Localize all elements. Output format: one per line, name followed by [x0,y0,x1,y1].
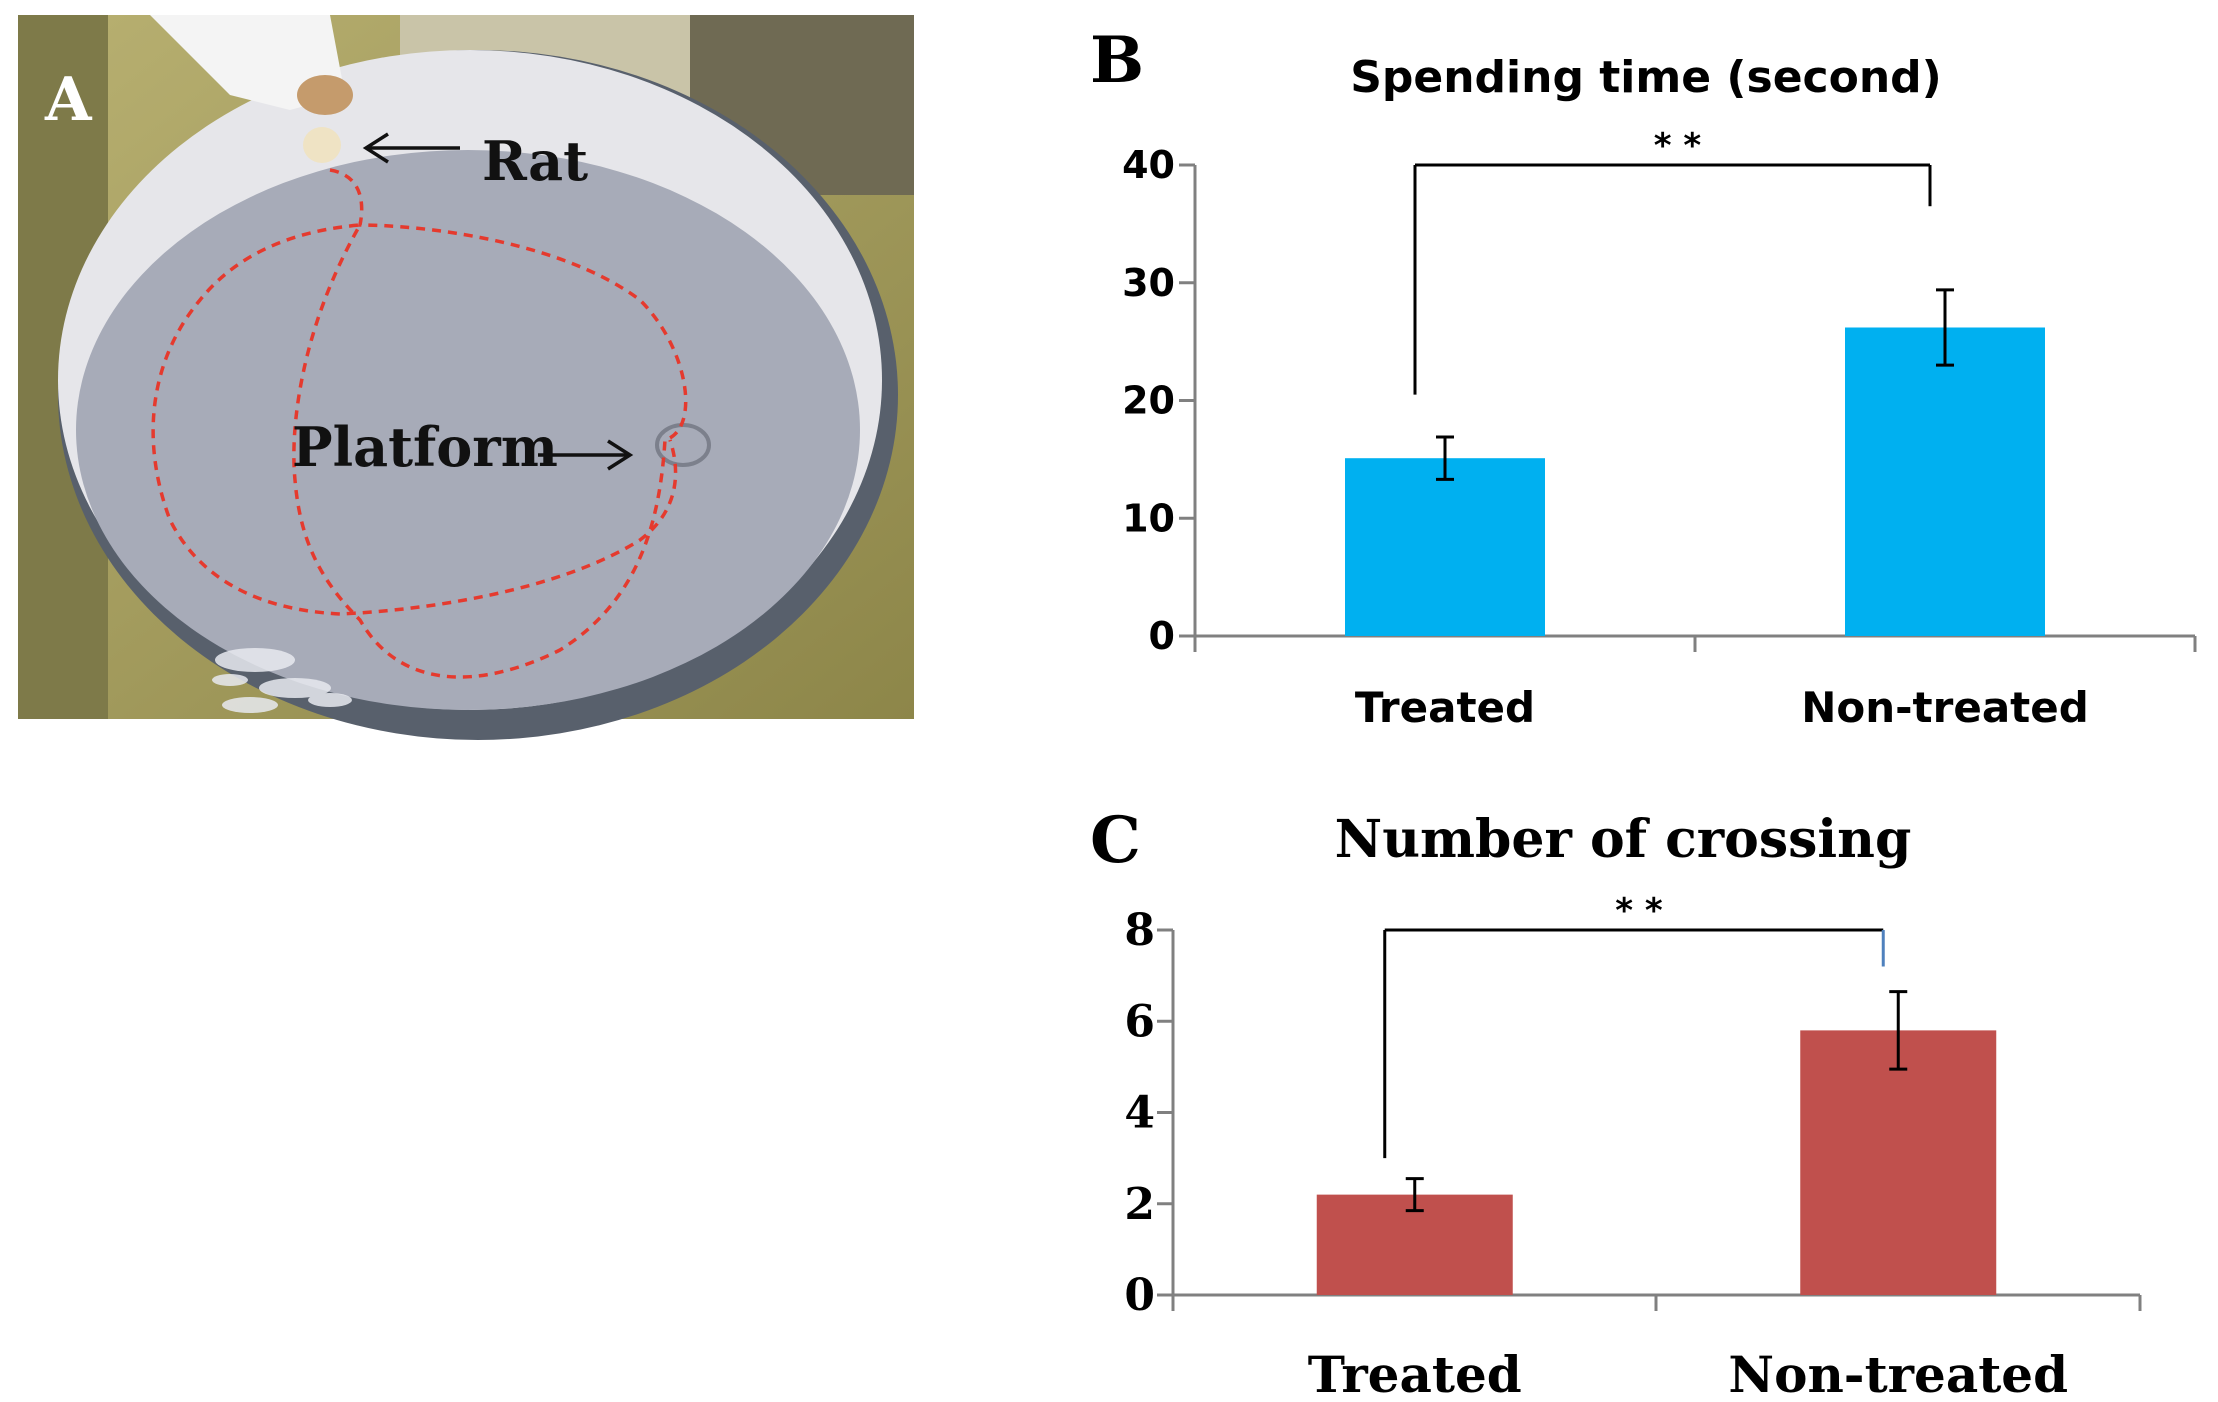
bar-non-treated [1800,1030,1997,1295]
y-tick-label: 40 [1122,143,1175,187]
y-tick-label: 20 [1122,379,1175,423]
pool-water [76,150,860,710]
y-axis: 0 2 4 6 8 [1124,905,1175,1321]
swim-path [151,168,688,679]
y-axis: 0 10 20 30 40 [1122,143,1197,658]
significance-marker: * * [1615,891,1663,931]
panel-letter-a: A [44,65,93,135]
handler-hand [297,75,353,115]
category-label: Treated [1355,683,1535,732]
chart-spending-time: B Spending time (second) 0 10 20 30 40 Treat… [1090,23,2197,732]
platform-arrow [538,439,634,471]
category-label: Treated [1308,1345,1522,1402]
rat-body [303,127,341,163]
handler-sleeve [150,15,345,110]
y-tick-label: 6 [1124,996,1155,1047]
chart-title: Number of crossing [1335,809,1912,870]
y-tick-label: 0 [1149,614,1175,658]
category-label: Non-treated [1801,683,2089,732]
platform-label: Platform [292,415,558,479]
panel-letter-b: B [1090,23,1144,98]
chart-title: Spending time (second) [1350,52,1942,103]
bar-non-treated [1845,327,2045,636]
bar-treated [1345,458,1545,636]
category-label: Non-treated [1728,1345,2068,1402]
panel-a-photo: A Rat Platform [18,15,914,740]
rat-label: Rat [482,129,588,193]
y-tick-label: 10 [1122,496,1175,540]
y-tick-label: 2 [1124,1179,1155,1230]
y-tick-label: 4 [1124,1088,1155,1139]
y-tick-label: 0 [1124,1270,1155,1321]
x-axis [1193,634,2197,652]
chart-number-of-crossing: C Number of crossing 0 2 4 6 8 Treated Non-tr… [1090,803,2142,1402]
x-axis [1171,1293,2142,1311]
panel-letter-c: C [1090,803,1141,878]
significance-marker: * * [1654,126,1702,166]
water-reflection [212,648,352,713]
y-tick-label: 30 [1122,261,1175,305]
rat-arrow [362,132,460,164]
y-tick-label: 8 [1124,905,1155,956]
